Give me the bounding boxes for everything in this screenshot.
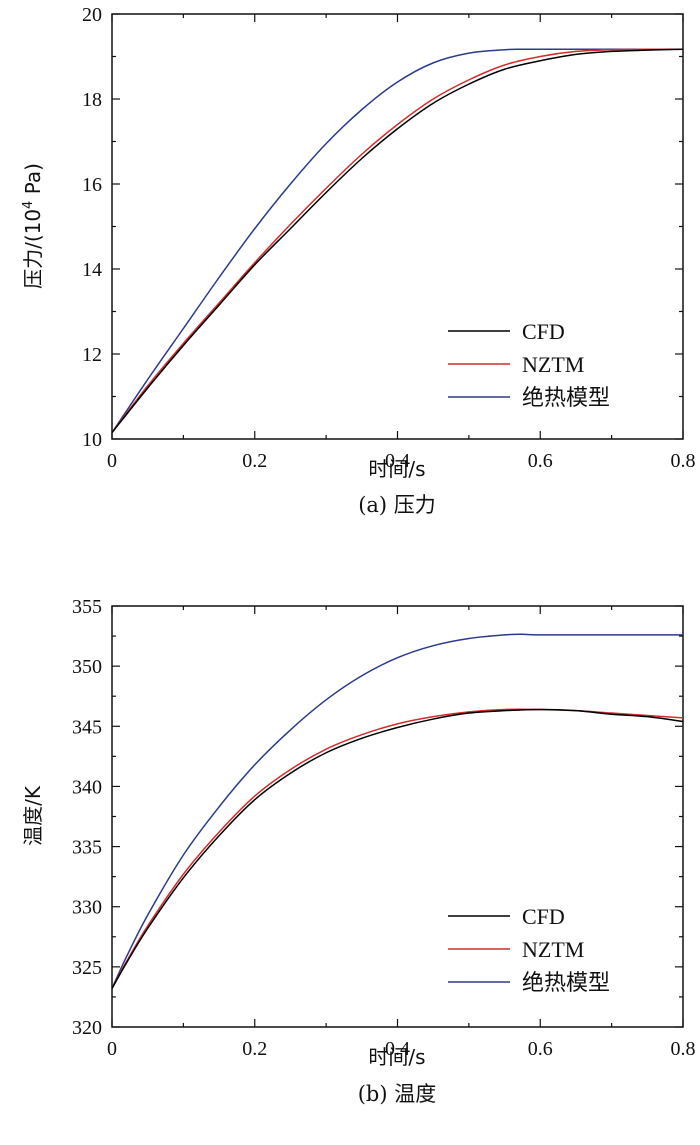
y-tick-label: 14 <box>82 259 102 281</box>
chart-a-frame <box>111 13 684 440</box>
series-line-adiabatic <box>111 633 683 989</box>
legend-label: 绝热模型 <box>522 971 610 996</box>
y-tick-label: 345 <box>72 716 102 738</box>
y-tick-label: 355 <box>72 596 102 618</box>
chart-a-legend: CFD NZTM 绝热模型 <box>448 319 610 411</box>
y-tick-label: 12 <box>82 344 102 366</box>
series-line-nztm <box>111 708 684 989</box>
chart-a-series <box>111 48 684 434</box>
legend-label: CFD <box>522 319 565 344</box>
chart-b-legend: CFD NZTM 绝热模型 <box>448 904 610 996</box>
chart-a-x-axis-label: 时间/s <box>368 457 425 481</box>
series-line-nztm <box>111 48 684 434</box>
y-tick-label: 325 <box>72 957 102 979</box>
y-tick-label: 320 <box>72 1017 102 1039</box>
chart-a: 0 0.2 0.4 0.6 0.8 10 12 14 16 18 20 CFD NZTM 绝热模型 时… <box>21 4 696 517</box>
chart-a-caption: (a) 压力 <box>358 493 436 517</box>
chart-a-y-axis-label: 压力/(104 Pa) <box>21 163 45 289</box>
chart-b-y-axis-label: 温度/K <box>21 785 45 846</box>
chart-a-y-tick-labels: 10 12 14 16 18 20 <box>82 4 102 451</box>
x-tick-label: 0.4 <box>385 450 410 472</box>
x-tick-label: 0 <box>107 1038 117 1060</box>
y-tick-label: 10 <box>82 429 102 451</box>
y-tick-label: 20 <box>82 4 102 26</box>
y-tick-label: 330 <box>72 897 102 919</box>
legend-label: NZTM <box>522 937 584 962</box>
x-tick-label: 0 <box>107 450 117 472</box>
chart-b: 0 0.2 0.4 0.6 0.8 320 325 330 335 340 345 350 355 C… <box>21 596 696 1106</box>
x-tick-label: 0.2 <box>242 1038 267 1060</box>
x-tick-label: 0.4 <box>385 1038 410 1060</box>
y-tick-label: 18 <box>82 89 102 111</box>
chart-b-frame <box>111 605 684 1028</box>
x-tick-label: 0.6 <box>528 1038 553 1060</box>
chart-b-series <box>111 633 684 989</box>
legend-label: 绝热模型 <box>522 386 610 411</box>
chart-b-y-tick-labels: 320 325 330 335 340 345 350 355 <box>72 596 102 1039</box>
chart-b-ticks <box>111 605 684 1028</box>
y-tick-label: 335 <box>72 837 102 859</box>
x-tick-label: 0.8 <box>671 450 696 472</box>
x-tick-label: 0.2 <box>242 450 267 472</box>
y-tick-label: 16 <box>82 174 102 196</box>
y-tick-label: 340 <box>72 776 102 798</box>
chart-b-x-tick-labels: 0 0.2 0.4 0.6 0.8 <box>107 1038 696 1060</box>
series-line-cfd <box>111 48 684 434</box>
chart-a-ticks <box>111 13 684 440</box>
legend-label: CFD <box>522 904 565 929</box>
series-line-adiabatic <box>111 48 683 434</box>
series-line-cfd <box>111 708 684 989</box>
x-tick-label: 0.6 <box>528 450 553 472</box>
legend-label: NZTM <box>522 352 584 377</box>
chart-b-x-axis-label: 时间/s <box>368 1045 425 1069</box>
chart-b-caption: (b) 温度 <box>358 1082 437 1106</box>
x-tick-label: 0.8 <box>671 1038 696 1060</box>
y-tick-label: 350 <box>72 656 102 678</box>
chart-a-x-tick-labels: 0 0.2 0.4 0.6 0.8 <box>107 450 696 472</box>
